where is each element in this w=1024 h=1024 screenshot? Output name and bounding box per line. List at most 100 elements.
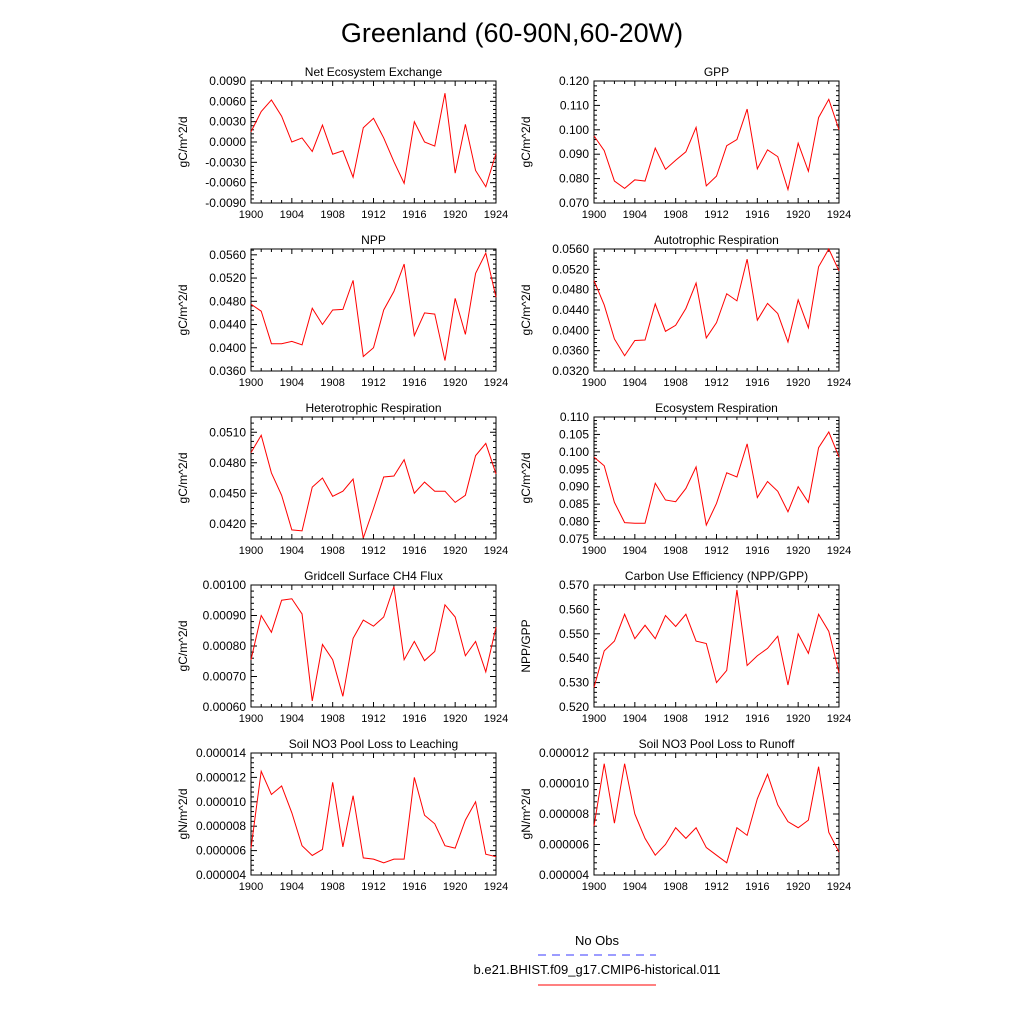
y-tick-label: 0.080 (559, 515, 589, 529)
panel-title: NPP (361, 233, 386, 247)
x-tick-label: 1900 (239, 881, 263, 893)
y-axis-label: gN/m^2/d (176, 789, 190, 840)
y-axis-label: gC/m^2/d (176, 285, 190, 336)
y-tick-label: 0.090 (559, 480, 589, 494)
y-axis-label: NPP/GPP (519, 619, 533, 672)
x-tick-label: 1916 (745, 545, 769, 557)
panel-title: GPP (704, 65, 729, 79)
x-tick-label: 1916 (745, 713, 769, 725)
y-tick-label: 0.00070 (203, 670, 247, 684)
y-tick-label: 0.0480 (552, 283, 589, 297)
series-line (250, 93, 497, 188)
y-tick-label: 0.550 (559, 627, 589, 641)
plot-frame (250, 752, 497, 876)
x-tick-label: 1904 (280, 881, 304, 893)
x-tick-label: 1908 (663, 209, 687, 221)
y-tick-label: 0.520 (559, 700, 589, 714)
x-tick-label: 1908 (320, 881, 344, 893)
x-tick-label: 1912 (361, 881, 385, 893)
y-tick-label: 0.0360 (552, 344, 589, 358)
x-tick-label: 1920 (443, 377, 467, 389)
panel-title: Net Ecosystem Exchange (305, 65, 443, 79)
panel-gridcell-surface-ch4-flux: Gridcell Surface CH4 Flux gC/m^2/d 1900 190… (176, 569, 508, 725)
legend-label-model: b.e21.BHIST.f09_g17.CMIP6-historical.011 (474, 962, 721, 977)
y-tick-label: 0.0060 (209, 94, 246, 108)
y-tick-label: 0.110 (560, 410, 589, 424)
x-tick-label: 1904 (280, 209, 304, 221)
x-tick-label: 1916 (745, 209, 769, 221)
x-tick-label: 1924 (484, 713, 508, 725)
x-tick-label: 1924 (484, 209, 508, 221)
series-line (250, 769, 497, 864)
panel-net-ecosystem-exchange: Net Ecosystem Exchange gC/m^2/d 1900 1904 19… (176, 65, 508, 221)
chart-panels: Net Ecosystem Exchange gC/m^2/d 1900 1904 19… (176, 65, 851, 893)
x-tick-label: 1900 (239, 377, 263, 389)
panel-soil-no3-pool-loss-to-runoff: Soil NO3 Pool Loss to Runoff gN/m^2/d 1900… (519, 737, 851, 893)
figure-title: Greenland (60-90N,60-20W) (341, 18, 683, 48)
series-line (250, 434, 497, 539)
x-tick-label: 1916 (745, 881, 769, 893)
y-tick-label: 0.0000 (209, 135, 246, 149)
y-tick-label: 0.000014 (196, 746, 246, 760)
series-line (250, 251, 497, 361)
panel-title: Carbon Use Efficiency (NPP/GPP) (625, 569, 808, 583)
y-tick-label: 0.000008 (539, 807, 589, 821)
x-tick-label: 1900 (582, 209, 606, 221)
x-tick-label: 1912 (361, 545, 385, 557)
x-tick-label: 1916 (402, 881, 426, 893)
y-axis-label: gC/m^2/d (519, 117, 533, 168)
y-tick-label: 0.0520 (552, 262, 589, 276)
series-line (593, 763, 840, 864)
y-tick-label: 0.540 (559, 651, 589, 665)
y-tick-label: 0.560 (559, 602, 589, 616)
y-tick-label: 0.000006 (196, 844, 246, 858)
y-tick-label: 0.570 (559, 578, 589, 592)
x-tick-label: 1904 (623, 209, 647, 221)
plot-frame (250, 248, 497, 372)
panel-gpp: GPP gC/m^2/d 1900 1904 1908 1912 1916 1920 1924 0… (519, 65, 851, 221)
plot-frame (593, 752, 840, 876)
panel-soil-no3-pool-loss-to-leaching: Soil NO3 Pool Loss to Leaching gN/m^2/d 19… (176, 737, 508, 893)
y-tick-label: 0.075 (559, 532, 589, 546)
y-tick-label: 0.0440 (552, 303, 589, 317)
x-tick-label: 1924 (827, 881, 851, 893)
x-tick-label: 1920 (786, 545, 810, 557)
y-tick-label: 0.0320 (552, 364, 589, 378)
y-tick-label: 0.120 (559, 74, 589, 88)
x-tick-label: 1924 (827, 377, 851, 389)
y-tick-label: 0.000008 (196, 819, 246, 833)
y-axis-label: gC/m^2/d (519, 285, 533, 336)
x-tick-label: 1924 (827, 545, 851, 557)
x-tick-label: 1920 (786, 377, 810, 389)
x-tick-label: 1920 (786, 713, 810, 725)
y-tick-label: 0.0450 (209, 486, 246, 500)
panel-title: Ecosystem Respiration (655, 401, 778, 415)
x-tick-label: 1924 (827, 713, 851, 725)
y-tick-label: 0.00080 (203, 639, 247, 653)
x-tick-label: 1924 (484, 881, 508, 893)
x-tick-label: 1916 (402, 713, 426, 725)
y-tick-label: 0.0560 (209, 248, 246, 262)
x-tick-label: 1900 (239, 209, 263, 221)
y-tick-label: 0.000004 (196, 868, 246, 882)
y-tick-label: 0.070 (559, 196, 589, 210)
plot-frame (593, 584, 840, 708)
x-tick-label: 1904 (280, 713, 304, 725)
x-tick-label: 1908 (320, 209, 344, 221)
y-tick-label: 0.000006 (539, 838, 589, 852)
y-tick-label: 0.105 (559, 427, 589, 441)
x-tick-label: 1912 (361, 713, 385, 725)
y-axis-label: gC/m^2/d (176, 453, 190, 504)
plot-frame (593, 80, 840, 204)
y-tick-label: 0.00100 (203, 578, 247, 592)
y-tick-label: 0.00060 (203, 700, 247, 714)
panel-title: Soil NO3 Pool Loss to Leaching (289, 737, 458, 751)
x-tick-label: 1904 (623, 545, 647, 557)
x-tick-label: 1908 (320, 713, 344, 725)
legend-label-no-obs: No Obs (575, 933, 620, 948)
x-tick-label: 1908 (663, 881, 687, 893)
x-tick-label: 1900 (582, 545, 606, 557)
x-tick-label: 1924 (827, 209, 851, 221)
panel-ecosystem-respiration: Ecosystem Respiration gC/m^2/d 1900 1904 190… (519, 401, 851, 557)
y-tick-label: 0.0030 (209, 115, 246, 129)
